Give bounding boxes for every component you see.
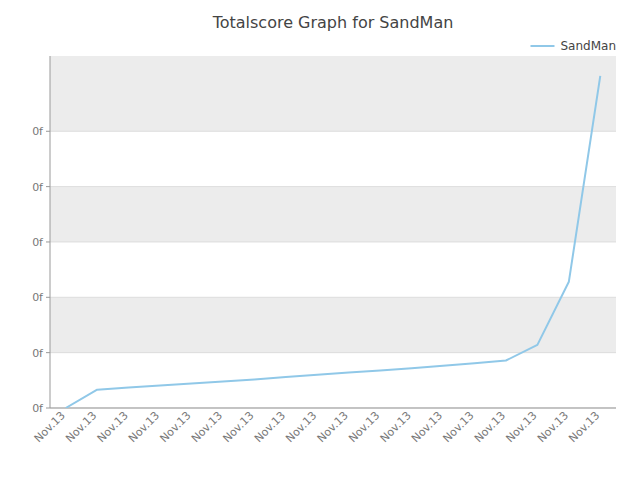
y-tick [46, 241, 50, 242]
y-tick [46, 297, 50, 298]
grid-band [50, 187, 616, 242]
x-tick-label: Nov.13 [535, 409, 571, 445]
x-tick-label: Nov.13 [126, 409, 162, 445]
y-tick [46, 131, 50, 132]
x-tick-label: Nov.13 [63, 409, 99, 445]
x-tick-label: Nov.13 [283, 409, 319, 445]
y-tick-label: 0f [32, 402, 44, 415]
chart: 0f0f0f0f0f0fNov.13Nov.13Nov.13Nov.13Nov.… [0, 0, 640, 480]
x-axis-line [50, 408, 616, 409]
x-tick-label: Nov.13 [472, 409, 508, 445]
x-tick-label: Nov.13 [32, 409, 68, 445]
legend-swatch [530, 45, 554, 47]
grid-line [50, 297, 616, 298]
y-tick [46, 186, 50, 187]
grid-line [50, 352, 616, 353]
y-tick-label: 0f [32, 291, 44, 304]
x-tick-label: Nov.13 [378, 409, 414, 445]
x-tick-label: Nov.13 [346, 409, 382, 445]
grid-band [50, 297, 616, 352]
grid-line [50, 408, 616, 409]
plot-area [66, 76, 601, 408]
x-tick-label: Nov.13 [157, 409, 193, 445]
y-tick [46, 408, 50, 409]
grid-line [50, 241, 616, 242]
y-tick-label: 0f [32, 347, 44, 360]
x-tick-label: Nov.13 [409, 409, 445, 445]
y-tick [46, 352, 50, 353]
x-tick-label: Nov.13 [503, 409, 539, 445]
grid-band [50, 56, 616, 131]
x-tick-label: Nov.13 [95, 409, 131, 445]
x-tick-label: Nov.13 [252, 409, 288, 445]
x-tick-label: Nov.13 [315, 409, 351, 445]
x-tick-label: Nov.13 [189, 409, 225, 445]
x-tick-label: Nov.13 [440, 409, 476, 445]
y-tick-label: 0f [32, 236, 44, 249]
line [66, 76, 601, 408]
x-tick-label: Nov.13 [220, 409, 256, 445]
grid-line [50, 186, 616, 187]
legend-label: SandMan [560, 39, 616, 53]
y-axis-line [50, 56, 51, 408]
x-tick-label: Nov.13 [566, 409, 602, 445]
y-tick-label: 0f [32, 125, 44, 138]
legend: SandMan [530, 39, 616, 53]
grid-line [50, 131, 616, 132]
title: Totalscore Graph for SandMan [212, 13, 454, 32]
y-tick-label: 0f [32, 181, 44, 194]
